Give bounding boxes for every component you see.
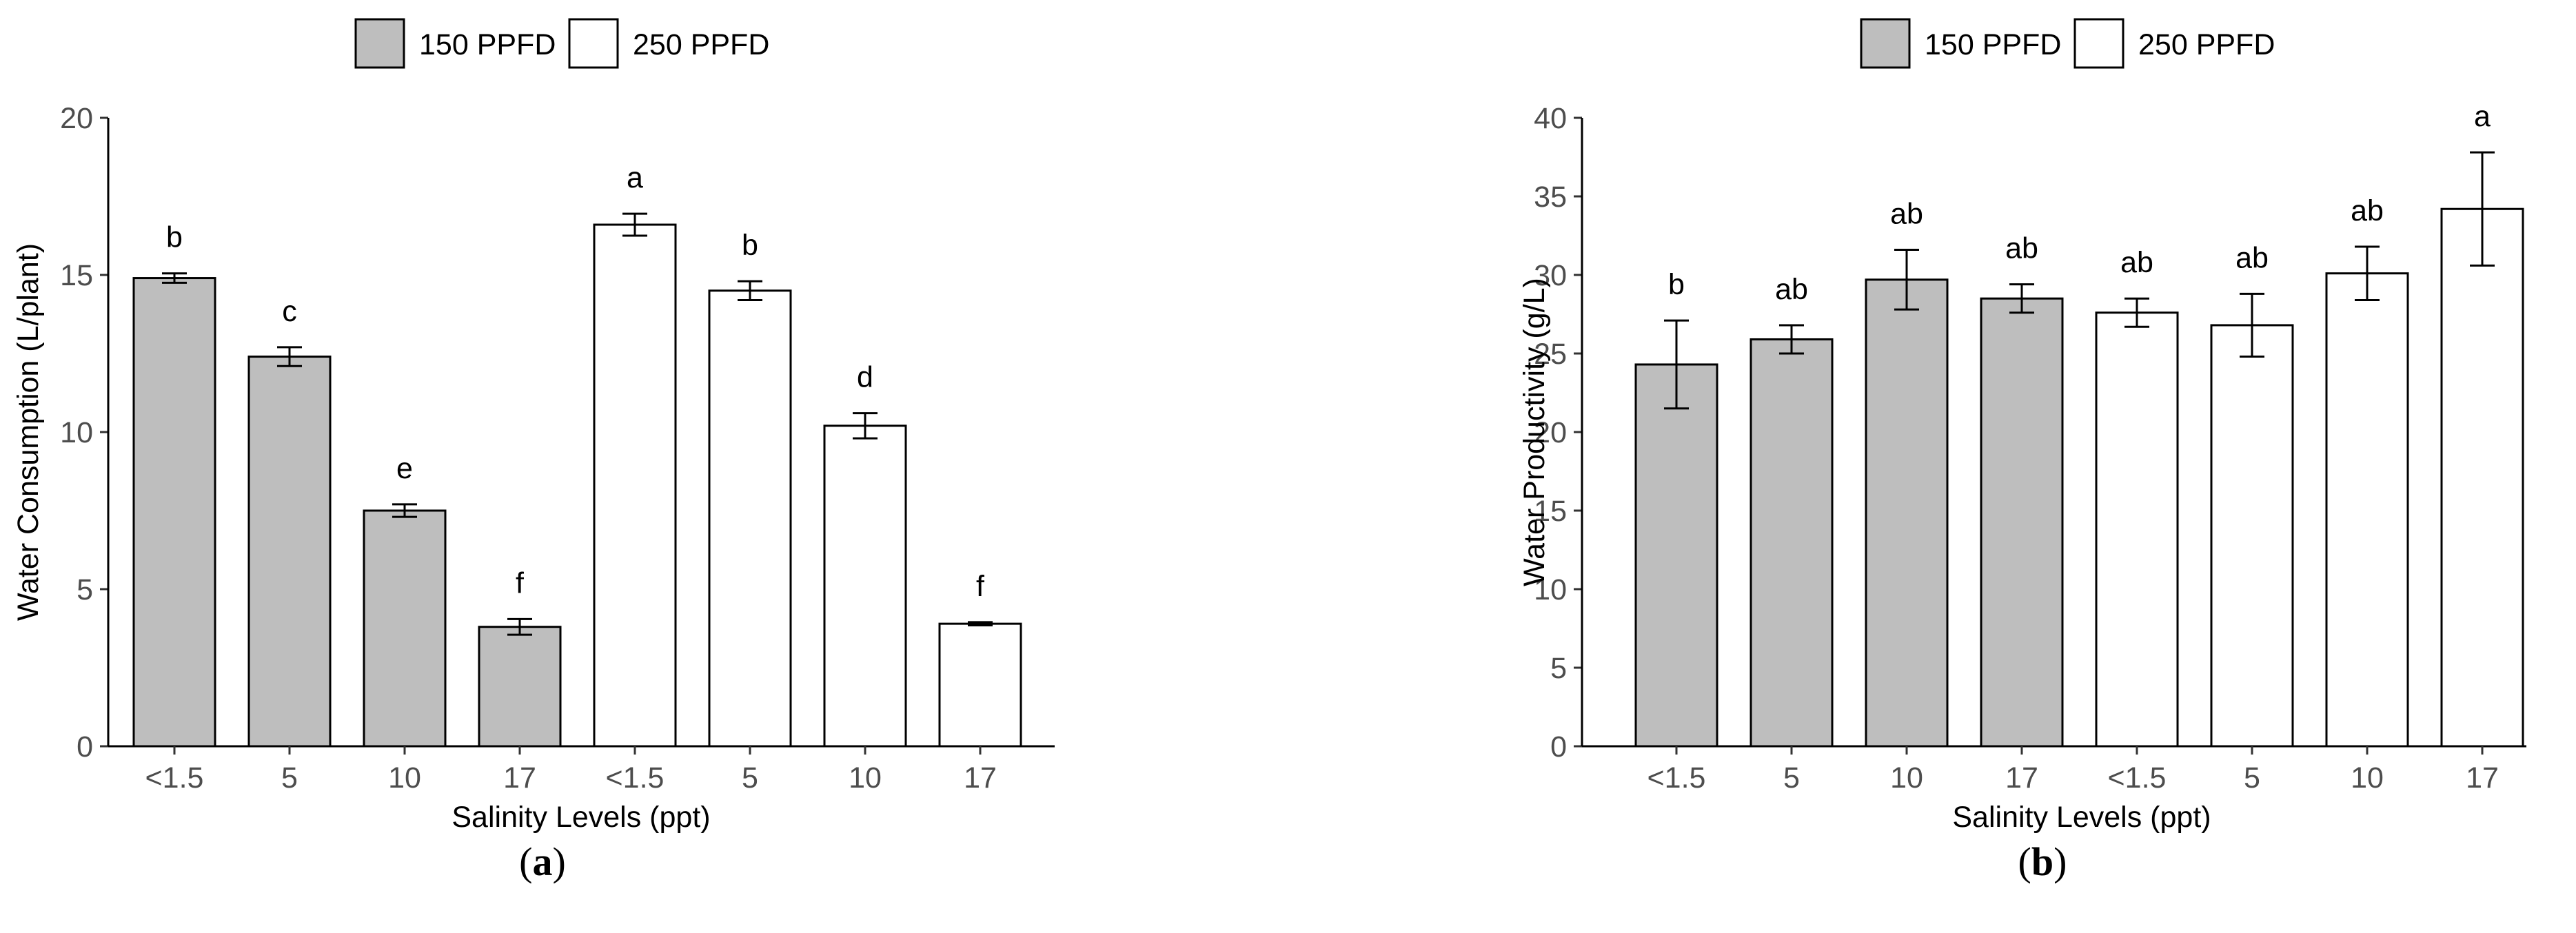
bar	[1865, 278, 1949, 748]
x-tick-label: 10	[849, 761, 882, 794]
x-tick-label: 5	[2244, 761, 2260, 794]
y-tick-label: 15	[1534, 495, 1567, 528]
x-tick-label: 10	[388, 761, 421, 794]
y-tick-label: 5	[1550, 652, 1567, 685]
x-axis-title: Salinity Levels (ppt)	[452, 801, 710, 834]
legend-label: 150 PPFD	[1925, 28, 2061, 61]
legend-swatch	[568, 18, 619, 69]
bar	[363, 509, 447, 748]
bar	[1980, 297, 2064, 748]
legend-swatch	[1860, 18, 1911, 69]
y-tick-label: 30	[1534, 259, 1567, 292]
y-tick-label: 40	[1534, 102, 1567, 135]
legend-swatch	[354, 18, 405, 69]
legend-swatch	[2073, 18, 2124, 69]
bar	[478, 626, 562, 748]
significance-letter: ab	[2235, 241, 2269, 274]
bar	[1750, 338, 1834, 748]
significance-letter: c	[282, 295, 297, 328]
significance-letter: f	[516, 566, 525, 599]
significance-letter: ab	[2005, 232, 2038, 265]
bar	[247, 356, 332, 748]
legend-label: 250 PPFD	[633, 28, 769, 61]
significance-letter: b	[742, 229, 758, 262]
x-tick-label: 10	[1890, 761, 1923, 794]
bar	[708, 289, 792, 748]
bar	[2095, 311, 2179, 748]
x-tick-label: 17	[503, 761, 536, 794]
x-tick-label: 5	[742, 761, 758, 794]
y-tick-label: 35	[1534, 181, 1567, 214]
panel-label: (a)	[519, 839, 566, 884]
bar	[823, 424, 907, 748]
bar	[593, 223, 677, 748]
y-axis-title: Water Consumption (L/plant)	[12, 243, 45, 621]
y-tick-label: 10	[60, 416, 93, 449]
chart-panel-a: 150 PPFD 250 PPFD 0 5 10 15 20 b <1.5 c 5 e 10 f 17 a <1…	[12, 18, 1055, 884]
significance-letter: ab	[1890, 198, 1923, 231]
significance-letter: b	[166, 221, 183, 254]
x-axis-title: Salinity Levels (ppt)	[1952, 801, 2211, 834]
x-tick-label: 17	[2005, 761, 2038, 794]
bar	[1634, 363, 1718, 748]
panel-label: (b)	[2018, 839, 2067, 884]
y-tick-label: 20	[1534, 416, 1567, 449]
x-tick-label: 10	[2351, 761, 2384, 794]
bar	[2325, 272, 2409, 748]
y-tick-label: 10	[1534, 573, 1567, 606]
x-tick-label: 5	[1783, 761, 1800, 794]
chart-panel-b: 150 PPFD 250 PPFD0510152025303540b<1.5ab5…	[1518, 18, 2526, 884]
panel-letter: a	[533, 839, 553, 884]
significance-letter: a	[2474, 100, 2491, 133]
panel-letter: b	[2031, 839, 2053, 884]
x-tick-label: 5	[281, 761, 298, 794]
x-tick-label: 17	[964, 761, 997, 794]
y-tick-label: 0	[77, 730, 93, 763]
y-axis-title: Water Productivity (g/L)	[1518, 278, 1551, 586]
x-tick-label: <1.5	[145, 761, 204, 794]
y-tick-label: 20	[60, 102, 93, 135]
y-tick-label: 5	[77, 573, 93, 606]
significance-letter: ab	[1775, 273, 1808, 306]
x-tick-label: <1.5	[2108, 761, 2167, 794]
significance-letter: e	[396, 452, 413, 485]
bar	[938, 622, 1022, 748]
significance-letter: f	[976, 570, 985, 603]
significance-letter: ab	[2120, 246, 2153, 279]
bar	[2440, 207, 2524, 748]
x-tick-label: <1.5	[606, 761, 665, 794]
significance-letter: b	[1668, 268, 1685, 301]
y-tick-label: 15	[60, 259, 93, 292]
x-tick-label: 17	[2466, 761, 2499, 794]
legend-label: 250 PPFD	[2138, 28, 2275, 61]
bar	[132, 277, 216, 748]
y-tick-label: 0	[1550, 730, 1567, 763]
significance-letter: d	[857, 361, 873, 394]
significance-letter: ab	[2351, 194, 2384, 227]
bar	[2210, 324, 2294, 748]
x-tick-label: <1.5	[1647, 761, 1706, 794]
legend-label: 150 PPFD	[419, 28, 556, 61]
significance-letter: a	[627, 161, 643, 194]
y-tick-label: 25	[1534, 338, 1567, 371]
